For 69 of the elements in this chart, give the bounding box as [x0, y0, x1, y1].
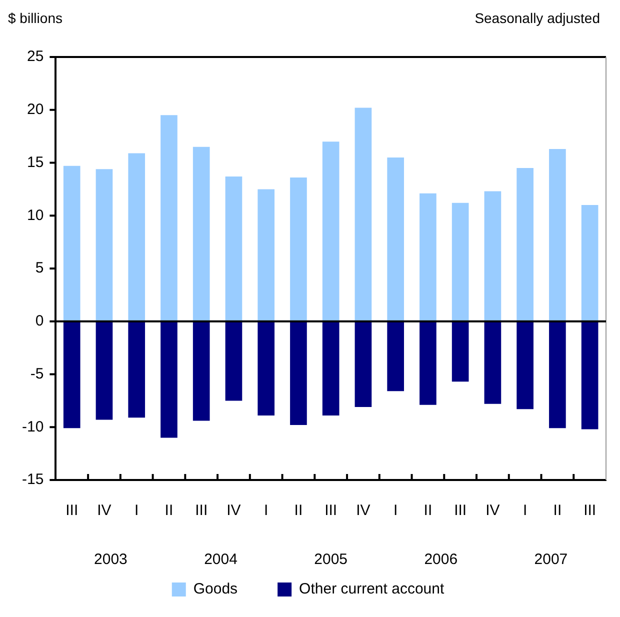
text: 2007: [534, 551, 568, 568]
bar: [258, 189, 275, 322]
x-tick-label: III: [454, 502, 467, 520]
x-tick-label: III: [66, 502, 78, 520]
text: 2005: [314, 551, 348, 568]
bar: [387, 321, 404, 392]
bar: [354, 321, 372, 408]
y-tick-label: -15: [22, 471, 44, 488]
x-tick-label: IV: [97, 502, 112, 520]
x-tick-label: II: [424, 502, 432, 520]
bar: [322, 321, 340, 416]
bar: [160, 321, 178, 438]
bar: [516, 168, 534, 322]
y-tick-label: 10: [26, 206, 44, 224]
bar: [484, 321, 502, 404]
y-tick-label: 15: [26, 154, 44, 171]
bar: [387, 157, 404, 322]
bar: [192, 146, 210, 322]
y-tick-label: 20: [26, 101, 44, 118]
bar: [452, 321, 469, 382]
bar: [484, 191, 502, 322]
x-tick-label: III: [324, 502, 338, 520]
bar: [354, 108, 372, 322]
x-tick-label: I: [393, 502, 398, 520]
text: 2006: [424, 551, 458, 568]
bar: [581, 205, 598, 322]
bar: [322, 142, 340, 322]
bar: [63, 321, 80, 428]
bar: [128, 153, 146, 322]
bar: [96, 169, 113, 322]
bar: [516, 321, 534, 410]
x-tick-label: I: [522, 502, 528, 520]
text: 2003: [94, 551, 128, 568]
bar: [96, 321, 113, 420]
bar: [258, 321, 275, 416]
bar: [452, 202, 469, 322]
x-tick-label: II: [553, 502, 562, 520]
y-tick-label: -5: [30, 365, 44, 382]
y-axis-title: $ billions: [8, 10, 62, 26]
x-tick-label: II: [294, 502, 303, 520]
bar: [290, 178, 307, 322]
x-tick-label: III: [195, 502, 208, 520]
legend-label: Goods: [193, 580, 238, 598]
bar: [420, 193, 436, 322]
bar: [420, 321, 436, 405]
y-tick-label: -10: [22, 418, 44, 436]
bar: [192, 321, 210, 421]
bar: [63, 166, 80, 322]
bar: [128, 321, 146, 418]
bar: [225, 176, 242, 322]
bar: [160, 115, 178, 322]
x-tick-label: I: [264, 502, 268, 520]
x-tick-label: IV: [226, 502, 241, 520]
y-tick-label: 25: [26, 48, 44, 66]
text: 2004: [204, 551, 238, 568]
x-tick-label: II: [164, 502, 174, 520]
bar: [549, 149, 566, 322]
y-tick-label: 5: [35, 260, 44, 277]
x-tick-label: III: [584, 502, 596, 520]
x-tick-label: IV: [356, 502, 370, 520]
bar: [225, 321, 242, 401]
legend-label: Other current account: [299, 580, 445, 598]
x-tick-label: IV: [486, 502, 500, 520]
chart-subtitle: Seasonally adjusted: [474, 10, 600, 26]
y-tick-label: 0: [35, 312, 44, 330]
bar: [581, 321, 598, 430]
bar: [290, 321, 307, 426]
x-tick-label: I: [134, 502, 139, 520]
bar: [549, 321, 566, 428]
